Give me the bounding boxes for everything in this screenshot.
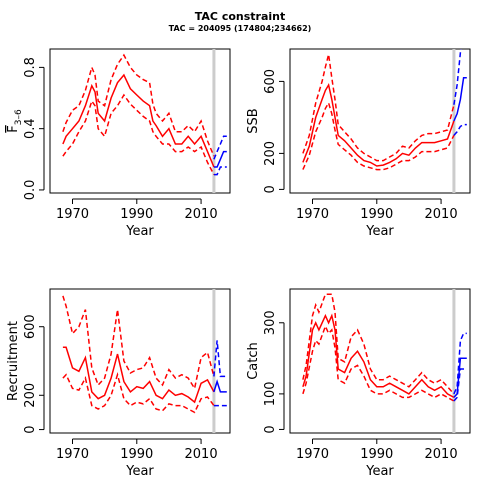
y-tick-label: 200	[263, 141, 278, 166]
x-tick-label: 1990	[120, 447, 153, 462]
plot-frame	[49, 288, 231, 434]
y-axis-label: F3–6	[6, 109, 24, 133]
y-tick-label: 100	[263, 381, 278, 406]
plot-frame	[49, 48, 231, 194]
y-tick-label: 0.4	[23, 118, 38, 139]
y-axis-label: SSB	[246, 108, 261, 133]
y-tick-label: 300	[263, 310, 278, 335]
figure-title: TAC constraint	[195, 10, 286, 23]
x-tick-label: 1970	[296, 447, 329, 462]
historic-lower-bound-line	[302, 101, 455, 171]
y-axis-label-main: F	[6, 125, 21, 132]
x-tick-label: 2010	[185, 207, 218, 222]
forecast-lower-bound-line	[213, 166, 227, 176]
plot-area	[62, 289, 227, 433]
y-tick-label: 600	[263, 69, 278, 94]
plot-area	[302, 289, 467, 433]
historic-median-line	[62, 346, 215, 404]
forecast-median-line	[453, 77, 467, 122]
historic-lower-bound-line	[62, 93, 215, 175]
historic-upper-bound-line	[302, 54, 455, 162]
x-tick-label: 2010	[425, 447, 458, 462]
y-axis-label: Recruitment	[6, 321, 21, 401]
x-tick-label: 1970	[296, 207, 329, 222]
plot-frame	[289, 48, 471, 194]
x-tick-label: 2010	[185, 447, 218, 462]
historic-upper-bound-line	[62, 295, 215, 391]
forecast-median-line	[213, 150, 227, 168]
x-tick-label: 2010	[425, 207, 458, 222]
forecast-median-line	[453, 357, 467, 398]
x-tick-label: 1990	[120, 207, 153, 222]
x-tick-label: 1990	[360, 207, 393, 222]
historic-median-line	[62, 73, 215, 168]
y-tick-label: 0.0	[23, 180, 38, 201]
forecast-upper-bound-line	[213, 340, 227, 378]
plot-frame	[289, 288, 471, 434]
forecast-median-line	[213, 379, 227, 393]
x-tick-label: 1990	[360, 447, 393, 462]
x-axis-label: Year	[125, 224, 154, 239]
historic-upper-bound-line	[302, 293, 455, 395]
historic-median-line	[302, 313, 455, 399]
plot-area	[62, 49, 227, 193]
y-axis-label-sub: 3–6	[14, 109, 24, 125]
historic-median-line	[302, 82, 455, 167]
forecast-upper-bound-line	[213, 135, 227, 160]
historic-lower-bound-line	[302, 324, 455, 402]
y-tick-label: 600	[23, 314, 38, 339]
x-tick-label: 1970	[56, 447, 89, 462]
panel-fbar: 1970 1990 2010 Year 0.0 0.4 0.8 F3–6	[6, 48, 231, 239]
y-tick-label: 0	[263, 425, 278, 433]
x-axis-label: Year	[365, 464, 394, 479]
forecast-lower-bound-line	[453, 368, 467, 402]
x-tick-label: 1970	[56, 207, 89, 222]
y-tick-label: 200	[23, 383, 38, 408]
y-tick-label: 0	[23, 425, 38, 433]
figure-subtitle: TAC = 204095 (174804;234662)	[169, 24, 312, 33]
historic-lower-bound-line	[62, 371, 215, 414]
y-tick-label: 0	[263, 185, 278, 193]
x-axis-label: Year	[125, 464, 154, 479]
y-axis-label: Catch	[246, 342, 261, 380]
forecast-upper-bound-line	[453, 49, 462, 105]
y-tick-label: 0.8	[23, 57, 38, 78]
plot-area	[302, 49, 467, 193]
forecast-lower-bound-line	[453, 123, 467, 136]
x-axis-label: Year	[365, 224, 394, 239]
historic-upper-bound-line	[62, 53, 215, 157]
